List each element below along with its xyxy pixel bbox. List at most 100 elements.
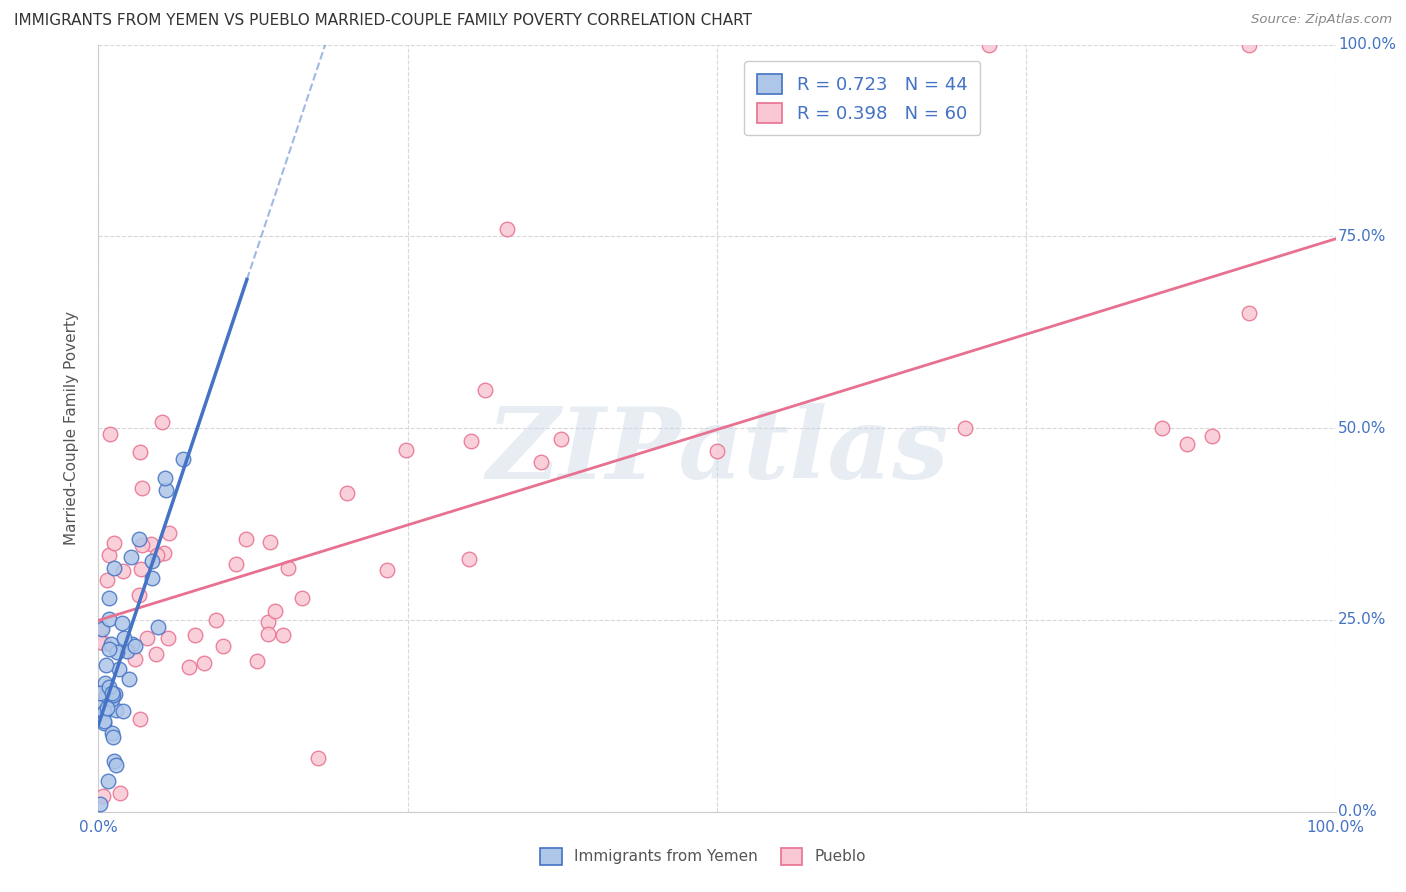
Point xyxy=(94,675,117,690)
Text: 25.0%: 25.0% xyxy=(1339,613,1386,627)
Text: 100.0%: 100.0% xyxy=(1339,37,1396,52)
Point xyxy=(128,532,150,546)
Point xyxy=(129,712,152,726)
Point xyxy=(108,662,131,676)
Point xyxy=(395,443,418,458)
Point xyxy=(112,704,135,718)
Point xyxy=(103,561,125,575)
Text: IMMIGRANTS FROM YEMEN VS PUEBLO MARRIED-COUPLE FAMILY POVERTY CORRELATION CHART: IMMIGRANTS FROM YEMEN VS PUEBLO MARRIED-… xyxy=(14,13,752,29)
Point xyxy=(93,636,115,650)
Point xyxy=(1237,37,1260,52)
Point xyxy=(141,571,163,585)
Point xyxy=(97,773,120,788)
Point xyxy=(124,652,146,666)
Point xyxy=(205,613,228,627)
Point xyxy=(336,486,359,500)
Point xyxy=(184,628,207,642)
Point xyxy=(155,483,177,497)
Point xyxy=(124,640,146,654)
Point xyxy=(128,588,150,602)
Point xyxy=(150,415,173,429)
Point xyxy=(118,672,141,686)
Point xyxy=(89,634,111,648)
Point xyxy=(93,715,115,730)
Point xyxy=(495,221,517,235)
Point xyxy=(145,549,167,563)
Point xyxy=(979,37,1001,52)
Point xyxy=(193,656,215,670)
Point xyxy=(953,421,976,435)
Point xyxy=(97,681,120,695)
Point xyxy=(550,432,572,446)
Point xyxy=(112,631,135,645)
Point xyxy=(110,786,132,800)
Point xyxy=(89,698,111,712)
Point xyxy=(146,619,169,633)
Point xyxy=(291,591,314,606)
Point xyxy=(100,637,122,651)
Point xyxy=(98,426,121,441)
Point xyxy=(97,548,120,562)
Point xyxy=(101,688,124,702)
Point xyxy=(474,384,496,398)
Point xyxy=(153,546,176,560)
Point xyxy=(96,701,118,715)
Text: Source: ZipAtlas.com: Source: ZipAtlas.com xyxy=(1251,13,1392,27)
Point xyxy=(172,451,194,466)
Point xyxy=(105,758,128,772)
Point xyxy=(706,444,728,458)
Point xyxy=(111,564,134,578)
Point xyxy=(121,637,143,651)
Point xyxy=(259,534,281,549)
Point xyxy=(104,687,127,701)
Point xyxy=(135,631,157,645)
Point xyxy=(104,703,127,717)
Point xyxy=(235,533,257,547)
Legend: R = 0.723   N = 44, R = 0.398   N = 60: R = 0.723 N = 44, R = 0.398 N = 60 xyxy=(745,62,980,136)
Point xyxy=(103,536,125,550)
Y-axis label: Married-Couple Family Poverty: Married-Couple Family Poverty xyxy=(65,311,79,545)
Point xyxy=(156,631,179,645)
Point xyxy=(141,554,163,568)
Point xyxy=(101,691,124,706)
Point xyxy=(179,659,201,673)
Point xyxy=(145,647,167,661)
Point xyxy=(103,755,125,769)
Point xyxy=(89,621,111,635)
Legend: Immigrants from Yemen, Pueblo: Immigrants from Yemen, Pueblo xyxy=(533,840,873,872)
Point xyxy=(460,434,482,449)
Point xyxy=(91,789,114,804)
Point xyxy=(101,686,124,700)
Point xyxy=(153,471,176,485)
Point xyxy=(1201,429,1223,443)
Point xyxy=(129,562,152,576)
Point xyxy=(256,626,278,640)
Point xyxy=(89,693,111,707)
Text: 75.0%: 75.0% xyxy=(1339,229,1386,244)
Point xyxy=(94,688,117,702)
Point xyxy=(273,628,295,642)
Point xyxy=(97,681,120,696)
Point xyxy=(89,686,111,700)
Point xyxy=(93,714,115,728)
Point xyxy=(307,751,329,765)
Point xyxy=(157,526,180,541)
Point xyxy=(225,558,247,572)
Point xyxy=(529,455,551,469)
Point xyxy=(212,639,235,653)
Point xyxy=(458,552,481,566)
Point xyxy=(115,643,138,657)
Point xyxy=(98,591,121,605)
Point xyxy=(94,657,117,672)
Point xyxy=(101,726,124,740)
Point xyxy=(90,622,112,636)
Point xyxy=(89,797,111,811)
Point xyxy=(97,612,120,626)
Text: ZIPatlas: ZIPatlas xyxy=(486,403,948,500)
Point xyxy=(131,481,153,495)
Point xyxy=(1237,306,1260,320)
Point xyxy=(97,641,120,656)
Point xyxy=(264,604,287,618)
Point xyxy=(129,445,152,459)
Point xyxy=(131,537,153,551)
